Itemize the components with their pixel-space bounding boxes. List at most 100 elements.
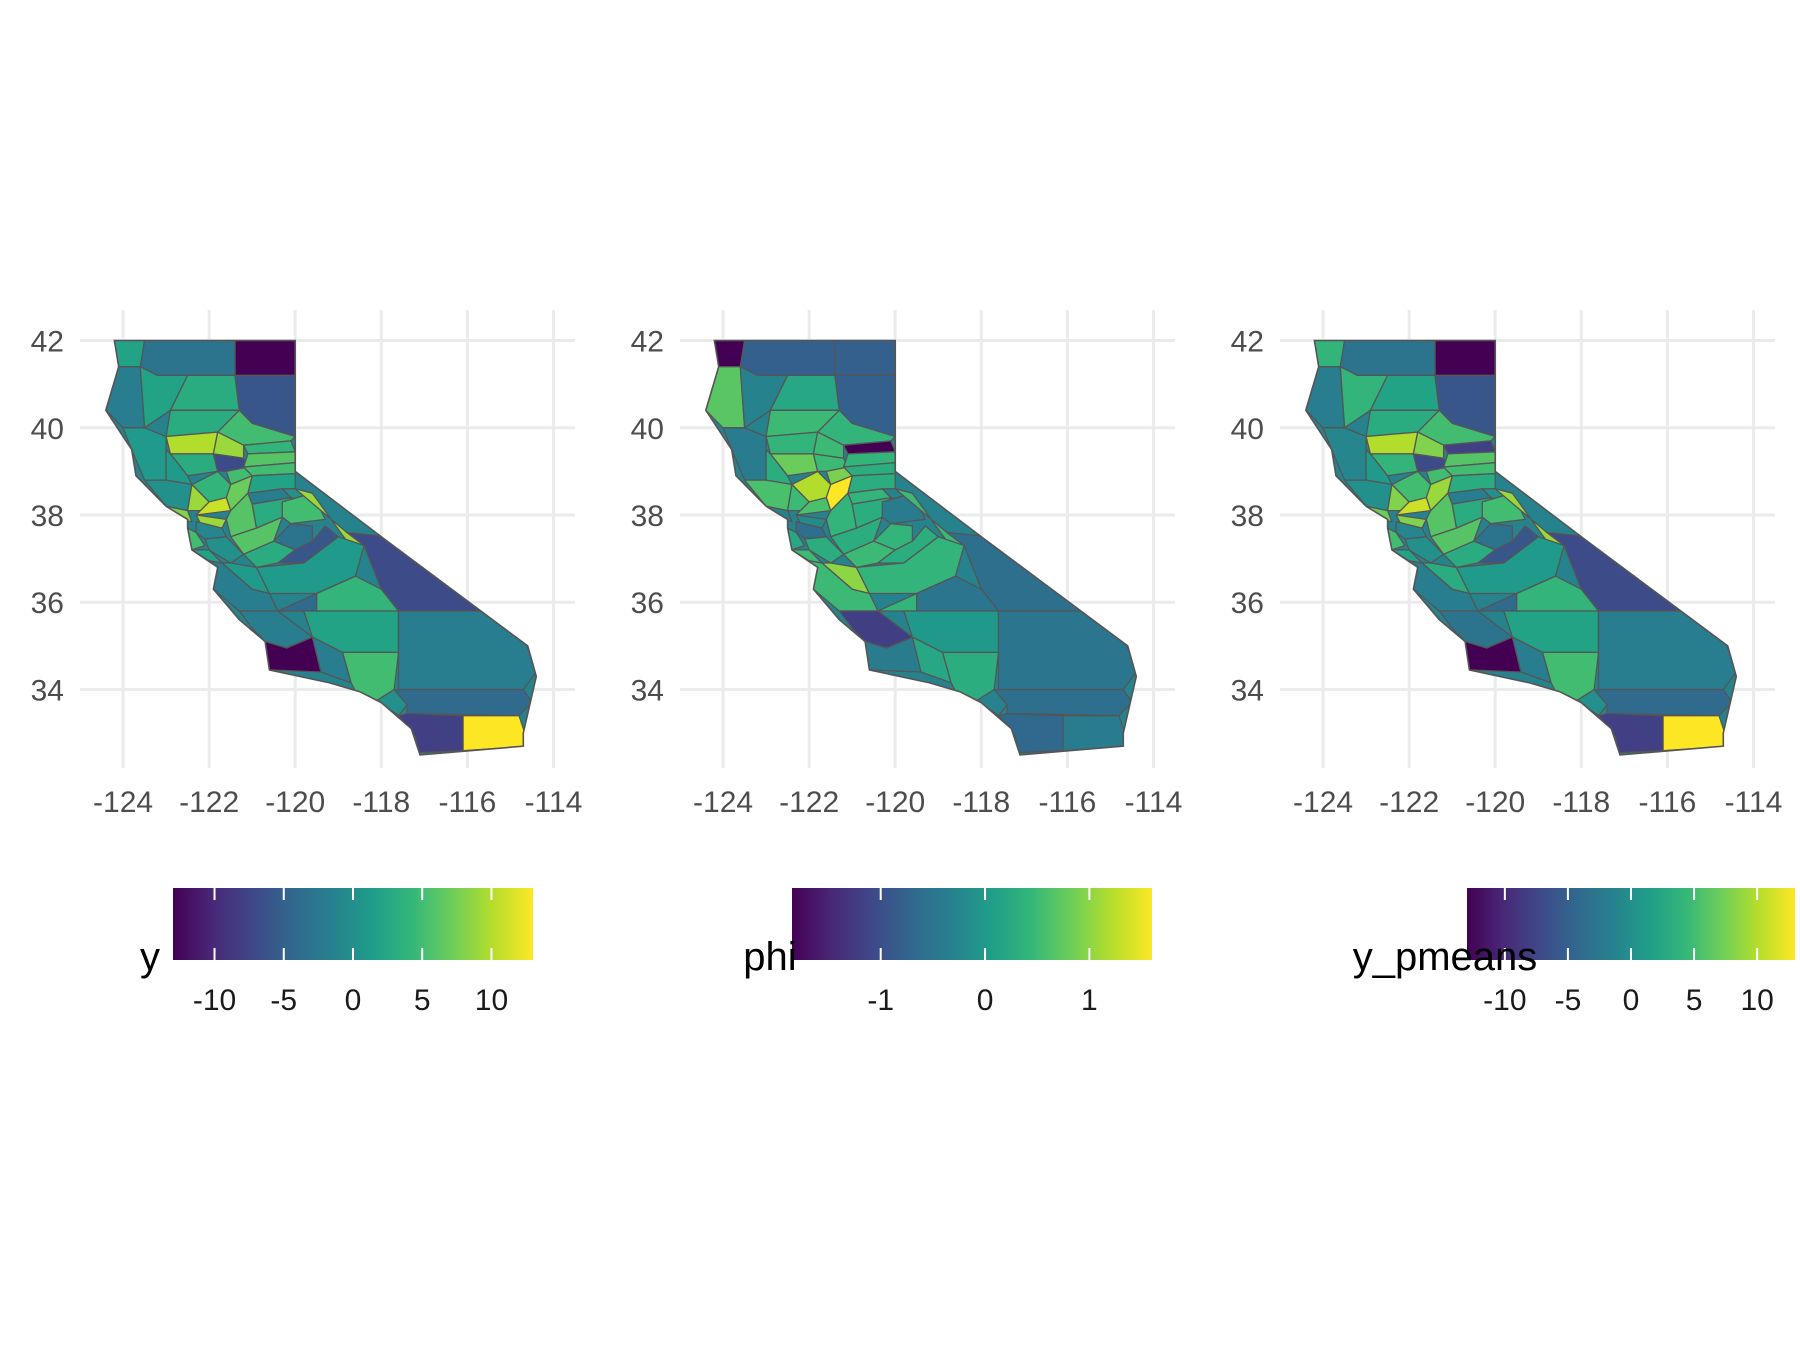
x-tick-label: -114 [525,786,583,819]
x-tick-label: -122 [179,786,239,819]
x-tick-label: -122 [1379,786,1439,819]
county-glenn[interactable] [765,431,819,455]
county-santa-clara[interactable] [204,536,245,564]
x-tick-label: -124 [1293,786,1353,819]
legend-tick-label: 10 [1740,984,1773,1017]
legend-tick-label: 1 [1081,984,1098,1017]
county-riverside[interactable] [993,688,1133,717]
legend-tick-label: -10 [193,984,236,1017]
y-tick-label: 36 [1231,587,1264,620]
county-sonoma[interactable] [1343,479,1393,512]
legend-tick-label: 10 [475,984,508,1017]
y-tick-label: 34 [631,674,664,707]
county-del-norte[interactable] [113,340,146,368]
legend-title: phi [743,935,796,979]
x-tick-label: -118 [952,786,1010,819]
panel-phi: -124 -122 -120 -118 -116 -114 42 40 38 36 34 -1 0 1 ph… [631,310,1183,1017]
y-tick-label: 38 [631,500,664,533]
legend-tick-label: -10 [1483,984,1526,1017]
x-tick-label: -114 [1125,786,1183,819]
y-tick-label: 40 [631,413,664,446]
county-riverside[interactable] [393,688,533,717]
x-tick-label: -118 [352,786,410,819]
legend-tick-label: -1 [867,984,894,1017]
county-modoc[interactable] [834,340,896,377]
county-del-norte[interactable] [1313,340,1346,368]
county-siskiyou[interactable] [1339,340,1436,377]
x-tick-label: -120 [1465,786,1525,819]
x-tick-label: -116 [1038,786,1096,819]
y-tick-label: 36 [631,587,664,620]
legend-y_pmeans: -10 -5 0 5 10 y_pmeans [1353,888,1795,1017]
county-glenn[interactable] [165,431,219,455]
county-modoc[interactable] [1434,340,1496,377]
county-sonoma[interactable] [743,479,793,512]
y-tick-label: 42 [31,326,64,359]
x-tick-label: -124 [693,786,753,819]
county-santa-clara[interactable] [1404,536,1445,564]
county-mendocino[interactable] [122,427,167,481]
county-glenn[interactable] [1365,431,1419,455]
county-lake[interactable] [165,448,193,486]
legend-tick-label: 0 [1623,984,1640,1017]
county-tulare[interactable] [916,575,1000,612]
legend-tick-label: 5 [1686,984,1703,1017]
counties [705,340,1137,755]
y-tick-label: 40 [1231,413,1264,446]
county-san-bernardino[interactable] [397,610,537,691]
legend-title: y_pmeans [1353,935,1538,979]
colorbar [792,888,1152,960]
county-riverside[interactable] [1593,688,1733,717]
y-tick-label: 38 [31,500,64,533]
y-tick-label: 34 [31,674,64,707]
y-tick-label: 34 [1231,674,1264,707]
y-tick-label: 36 [31,587,64,620]
x-tick-label: -124 [93,786,153,819]
county-fresno[interactable] [255,536,365,595]
county-solano[interactable] [1395,496,1432,516]
county-san-diego[interactable] [997,712,1064,754]
county-siskiyou[interactable] [739,340,836,377]
county-modoc[interactable] [234,340,296,377]
legend-phi: -1 0 1 phi [743,888,1152,1017]
county-del-norte[interactable] [713,340,746,368]
county-monterey[interactable] [808,560,879,612]
county-siskiyou[interactable] [139,340,236,377]
county-lake[interactable] [765,448,793,486]
legend-tick-label: 5 [414,984,431,1017]
x-tick-label: -120 [865,786,925,819]
state-outline [104,339,538,756]
y-tick-label: 40 [31,413,64,446]
y-tick-label: 38 [1231,500,1264,533]
legend-tick-label: -5 [1555,984,1582,1017]
county-monterey[interactable] [208,560,279,612]
x-tick-label: -120 [265,786,325,819]
legend-tick-label: 0 [977,984,994,1017]
y-tick-label: 42 [1231,326,1264,359]
x-tick-label: -116 [1638,786,1696,819]
x-tick-label: -122 [779,786,839,819]
county-fresno[interactable] [855,536,965,595]
county-santa-clara[interactable] [804,536,845,564]
county-mendocino[interactable] [1322,427,1367,481]
county-mendocino[interactable] [722,427,767,481]
county-san-bernardino[interactable] [997,610,1137,691]
x-tick-label: -116 [438,786,496,819]
county-sonoma[interactable] [143,479,193,512]
county-tulare[interactable] [316,575,400,612]
county-solano[interactable] [195,496,232,516]
county-solano[interactable] [795,496,832,516]
legend-y: -10 -5 0 5 10 y [140,888,533,1017]
county-san-diego[interactable] [397,712,464,754]
legend-tick-label: -5 [270,984,297,1017]
panel-y_pmeans: -124 -122 -120 -118 -116 -114 42 40 38 36 34 -10 -5 0… [1231,310,1795,1017]
state-outline [704,339,1138,756]
county-tulare[interactable] [1516,575,1600,612]
county-lake[interactable] [1365,448,1393,486]
county-monterey[interactable] [1408,560,1479,612]
county-fresno[interactable] [1455,536,1565,595]
counties [1305,340,1737,755]
county-san-diego[interactable] [1597,712,1664,754]
county-san-bernardino[interactable] [1597,610,1737,691]
y-tick-label: 42 [631,326,664,359]
